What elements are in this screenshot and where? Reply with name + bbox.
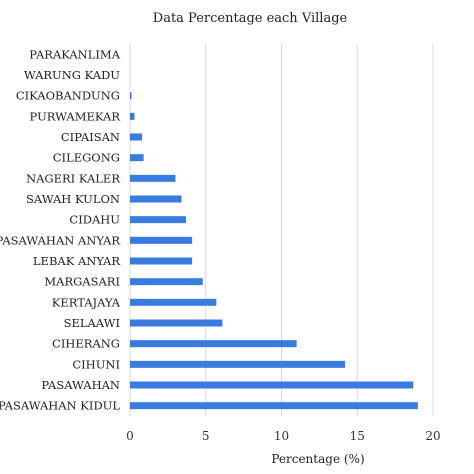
chart-title: Data Percentage each Village — [153, 11, 348, 26]
category-label: CIKAOBANDUNG — [16, 89, 120, 103]
bar — [130, 216, 187, 224]
x-tick-label: 10 — [274, 429, 289, 443]
category-label: PASAWAHAN ANYAR — [0, 233, 120, 247]
bar — [130, 92, 132, 100]
category-label: KERTAJAYA — [52, 295, 121, 309]
bar — [130, 381, 414, 389]
bar — [130, 278, 203, 286]
x-axis-ticks: 0 5 10 15 20 — [126, 429, 440, 443]
bar — [130, 236, 193, 244]
x-tick-label: 0 — [126, 429, 134, 443]
category-label: PASAWAHAN KIDUL — [0, 399, 120, 413]
bars — [130, 92, 418, 410]
bar — [130, 174, 176, 182]
x-tick-label: 15 — [350, 429, 365, 443]
category-label: CIDAHU — [69, 213, 120, 227]
category-label: PURWAMEKAR — [30, 109, 121, 123]
x-tick-label: 20 — [425, 429, 440, 443]
bar — [130, 340, 297, 348]
category-label: LEBAK ANYAR — [33, 254, 120, 268]
bar — [130, 360, 346, 368]
x-tick-label: 5 — [202, 429, 210, 443]
bar — [130, 402, 418, 410]
category-label: SELAAWI — [64, 316, 120, 330]
x-axis-title: Percentage (%) — [271, 452, 364, 466]
bar — [130, 112, 135, 120]
category-label: WARUNG KADU — [24, 68, 120, 82]
bar — [130, 133, 143, 141]
category-label: CIHERANG — [52, 337, 120, 351]
category-label: MARGASARI — [44, 275, 120, 289]
gridlines — [129, 44, 434, 416]
bar — [130, 195, 182, 203]
category-label: PASAWAHAN — [41, 378, 120, 392]
category-label: CIPAISAN — [61, 130, 120, 144]
category-labels: PARAKANLIMA WARUNG KADU CIKAOBANDUNG PURWAM… — [0, 47, 121, 412]
category-label: NAGERI KALER — [26, 171, 120, 185]
category-label: SAWAH KULON — [26, 192, 120, 206]
bar — [130, 257, 193, 265]
bar — [130, 154, 144, 162]
bar — [130, 298, 217, 306]
category-label: PARAKANLIMA — [29, 47, 120, 61]
category-label: CIHUNI — [72, 357, 120, 371]
bar — [130, 319, 223, 327]
category-label: CILEGONG — [53, 151, 120, 165]
